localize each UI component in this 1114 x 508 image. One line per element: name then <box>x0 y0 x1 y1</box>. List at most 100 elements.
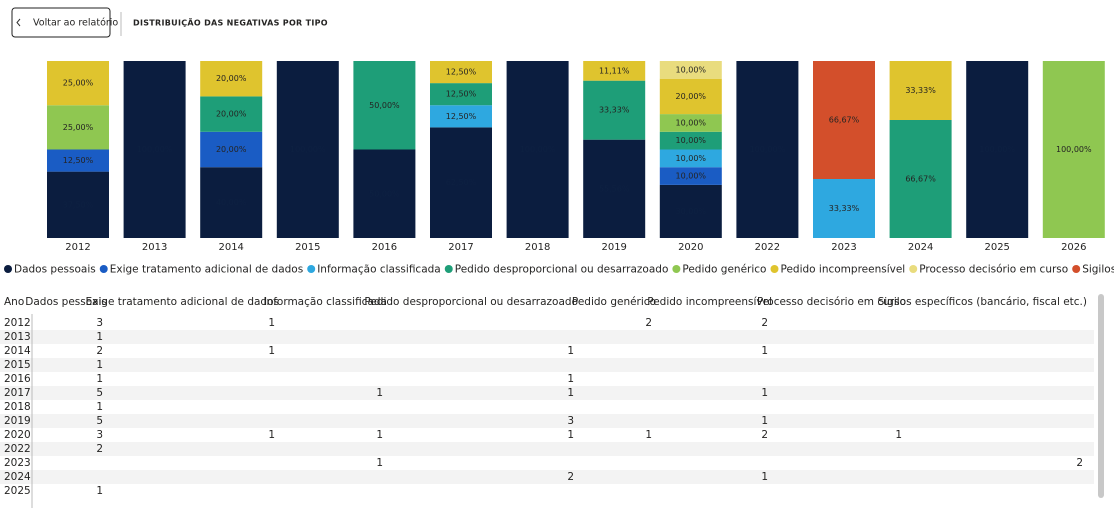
bar-segment <box>506 61 569 238</box>
data-label: 100,00% <box>979 145 1015 154</box>
x-tick-label: 2023 <box>831 242 856 253</box>
table-cell: 1 <box>268 345 275 357</box>
x-tick-label: 2024 <box>908 242 933 253</box>
column-header: Pedido desproporcional ou desarrazoado <box>364 296 578 308</box>
data-label: 100,00% <box>520 145 556 154</box>
column-header: Processo decisório em curso <box>757 296 906 308</box>
legend-label: Pedido genérico <box>682 264 766 276</box>
row-stripe <box>0 330 1094 344</box>
data-label: 20,00% <box>216 145 247 154</box>
data-label: 20,00% <box>216 74 247 83</box>
table-cell: 2 <box>761 317 768 329</box>
row-stripe <box>0 442 1094 456</box>
legend-dot <box>444 265 453 273</box>
x-tick-label: 2026 <box>1061 242 1086 253</box>
bar-segment <box>47 149 109 172</box>
bar-segment <box>659 131 722 150</box>
x-tick-label: 2019 <box>601 242 626 253</box>
data-label: 20,00% <box>216 110 247 119</box>
table-cell: 2 <box>96 443 103 455</box>
table-cell: 2014 <box>4 345 31 357</box>
row-stripe <box>0 386 1094 400</box>
data-label: 50,00% <box>369 101 400 110</box>
data-label: 11,11% <box>599 66 630 75</box>
data-label: 25,00% <box>63 123 94 132</box>
table-cell: 3 <box>567 415 574 427</box>
column-header: Informação classificada <box>263 296 387 308</box>
legend-label: Processo decisório em curso <box>919 264 1068 276</box>
table-cell: 1 <box>96 359 103 371</box>
table-cell: 2016 <box>4 373 31 385</box>
table-cell: 1 <box>645 429 652 441</box>
table-cell: 1 <box>376 387 383 399</box>
data-label: 100,00% <box>1056 145 1092 154</box>
data-label: 10,00% <box>676 118 707 127</box>
legend-dot <box>1072 265 1081 273</box>
table-cell: 1 <box>761 345 768 357</box>
legend-label: Informação classificada <box>317 264 441 276</box>
legend-dot <box>672 265 681 273</box>
x-tick-label: 2025 <box>984 242 1009 253</box>
back-label[interactable]: Voltar ao relatório <box>33 18 118 29</box>
data-label: 33,33% <box>905 86 936 95</box>
table-cell: 2019 <box>4 415 31 427</box>
legend-dot <box>99 265 108 273</box>
legend-dot <box>4 265 12 273</box>
bar-segment <box>200 131 263 168</box>
table-cell: 1 <box>567 345 574 357</box>
back-button[interactable] <box>11 7 111 38</box>
table-cell: 2 <box>567 471 574 483</box>
bar-segment <box>47 61 109 106</box>
table-cell: 1 <box>567 429 574 441</box>
x-tick-label: 2012 <box>65 242 90 253</box>
data-label: 100,00% <box>750 145 786 154</box>
bar-segment <box>200 61 263 97</box>
data-label: 12,50% <box>446 68 477 77</box>
table-cell: 1 <box>567 387 574 399</box>
table-cell: 1 <box>567 373 574 385</box>
bar-segment <box>47 171 109 238</box>
bar-segment <box>430 105 492 128</box>
table-cell: 2020 <box>4 429 31 441</box>
table-cell: 1 <box>376 457 383 469</box>
table-cell: 2 <box>761 429 768 441</box>
column-header: Pedido genérico <box>572 296 656 308</box>
x-tick-label: 2020 <box>678 242 703 253</box>
scrollbar[interactable] <box>1098 294 1104 498</box>
bar-segment <box>47 105 109 150</box>
bar-segment <box>813 179 875 238</box>
bar-segment <box>430 61 492 84</box>
back-icon[interactable] <box>16 18 21 27</box>
data-label: 10,00% <box>676 172 707 181</box>
bar-segment <box>353 149 416 238</box>
bar-segment <box>123 61 186 238</box>
legend-label: Sigilos específicos (bancário, fiscal et… <box>1082 264 1114 276</box>
table-cell: 1 <box>761 387 768 399</box>
bar-segment <box>966 61 1029 238</box>
table-cell: 2025 <box>4 485 31 497</box>
data-label: 25,00% <box>63 79 94 88</box>
bar-segment <box>659 78 722 115</box>
x-tick-label: 2013 <box>142 242 167 253</box>
table-cell: 2013 <box>4 331 31 343</box>
bar-segment <box>813 61 875 180</box>
column-header: Dados pessoais <box>25 296 107 308</box>
table-cell: 2 <box>96 345 103 357</box>
bar-segment <box>583 80 646 140</box>
bar-segment <box>200 167 263 238</box>
data-label: 100,00% <box>137 145 173 154</box>
data-label: 100,00% <box>290 145 326 154</box>
legend-label: Dados pessoais <box>14 264 96 276</box>
data-label: 10,00% <box>676 65 707 74</box>
bar-segment <box>659 167 722 185</box>
table-cell: 5 <box>96 415 103 427</box>
data-label: 40,00% <box>216 198 247 207</box>
legend-label: Exige tratamento adicional de dados <box>110 264 303 276</box>
bar-segment <box>889 61 952 120</box>
table-cell: 2 <box>645 317 652 329</box>
table-cell: 1 <box>761 415 768 427</box>
data-label: 30,00% <box>676 207 707 216</box>
x-tick-label: 2022 <box>755 242 780 253</box>
data-label: 12,50% <box>446 112 477 121</box>
data-label: 20,00% <box>676 92 707 101</box>
